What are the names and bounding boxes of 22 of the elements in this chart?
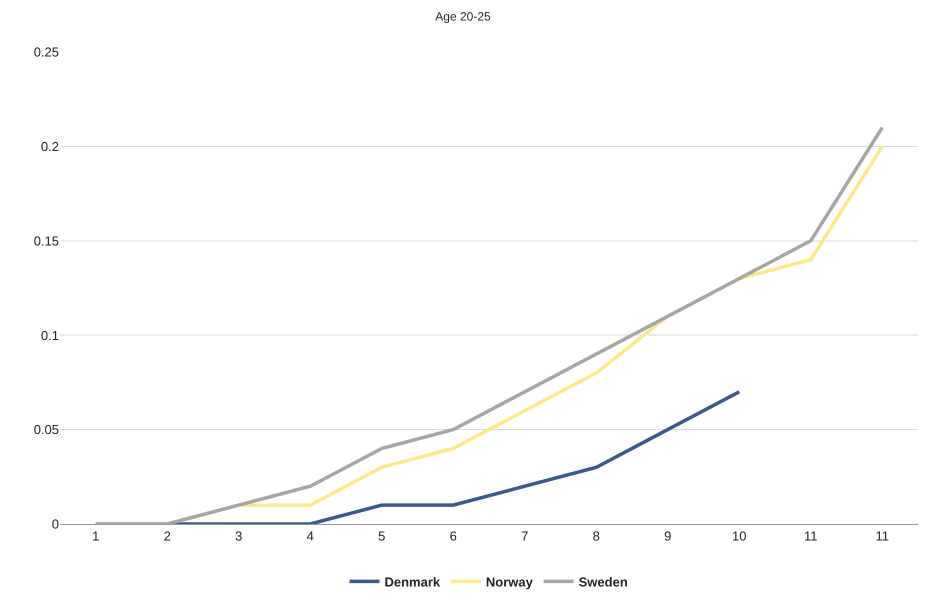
x-tick-label: 8	[592, 528, 600, 544]
y-tick-label: 0.2	[40, 138, 59, 154]
y-tick-label: 0.25	[34, 44, 59, 60]
y-tick-label: 0.05	[34, 422, 59, 438]
x-tick-label: 3	[235, 528, 242, 544]
x-tick-label: 5	[378, 528, 386, 544]
x-tick-label: 1	[92, 528, 100, 544]
x-tick-label: 7	[521, 528, 528, 544]
x-tick-label: 10	[732, 528, 746, 544]
legend-label: Sweden	[578, 574, 628, 590]
y-tick-label: 0	[52, 516, 59, 532]
x-tick-label: 4	[306, 528, 314, 544]
y-tick-label: 0.15	[34, 233, 59, 248]
x-tick-label: 9	[664, 528, 672, 544]
legend-label: Norway	[486, 574, 534, 590]
x-tick-label: 2	[164, 528, 171, 544]
chart-title: Age 20-25	[435, 10, 492, 24]
x-tick-label: 11	[876, 528, 889, 544]
x-tick-label: 11	[804, 528, 818, 544]
y-tick-label: 0.1	[40, 328, 59, 343]
x-tick-label: 6	[450, 528, 457, 544]
legend-label: Denmark	[384, 574, 441, 590]
